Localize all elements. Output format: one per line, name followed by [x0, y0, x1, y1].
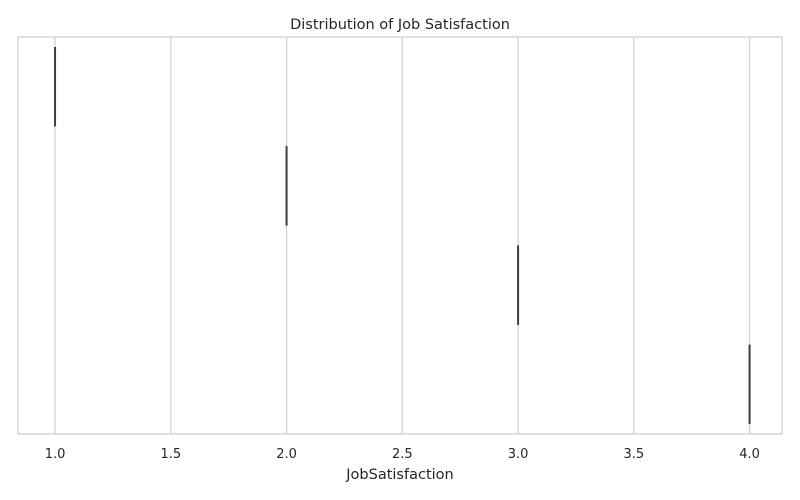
x-tick-label-3.0: 3.0	[508, 447, 529, 462]
x-tick-label-4.0: 4.0	[739, 447, 760, 462]
marks-layer	[54, 46, 751, 425]
grid-layer	[54, 37, 751, 434]
x-axis-label: JobSatisfaction	[345, 467, 453, 483]
x-tick-label-1.0: 1.0	[45, 447, 66, 462]
x-tick-label-2.0: 2.0	[276, 447, 297, 462]
x-tick-label-2.5: 2.5	[392, 447, 413, 462]
chart-title: Distribution of Job Satisfaction	[290, 17, 510, 33]
plot-frame	[17, 36, 783, 435]
x-tick-label-3.5: 3.5	[623, 447, 644, 462]
x-tick-labels: 1.0 1.5 2.0 2.5 3.0 3.5 4.0	[45, 447, 760, 462]
x-tick-label-1.5: 1.5	[160, 447, 181, 462]
